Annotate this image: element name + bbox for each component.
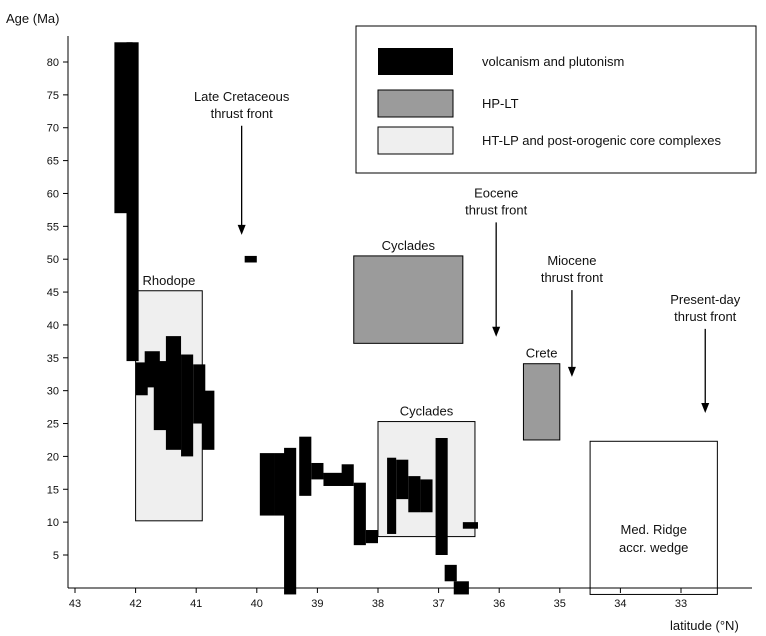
x-tick-label: 35: [554, 598, 566, 610]
x-tick-label: 43: [69, 598, 81, 610]
thrust-front-label: Eocene: [474, 185, 518, 200]
volcanism-bar: [165, 336, 182, 450]
x-tick-label: 42: [129, 598, 141, 610]
thrust-front-arrow-head: [492, 326, 501, 337]
thrust-front-label: thrust front: [541, 270, 604, 285]
region-box: [353, 255, 464, 344]
thrust-fronts-layer: Late Cretaceous thrust front Eocene thrust …: [194, 89, 741, 414]
axes-layer: 5 10 15 20 25 30 35 40 45 50 55 60 65 70 75 80 43 42 41 40 3…: [47, 36, 752, 610]
x-tick-label: 34: [614, 598, 626, 610]
volcanism-bar: [311, 462, 324, 480]
y-tick-label: 45: [47, 287, 59, 299]
y-tick-label: 25: [47, 419, 59, 431]
volcanism-bar: [353, 482, 366, 546]
volcanism-bar: [444, 564, 457, 582]
y-tick-label: 15: [47, 484, 59, 496]
legend-label: volcanism and plutonism: [482, 54, 624, 69]
x-tick-label: 39: [311, 598, 323, 610]
legend: volcanism and plutonism HP-LT HT-LP and po…: [355, 25, 757, 174]
thrust-front-label: thrust front: [211, 106, 274, 121]
med-ridge-box: [589, 440, 718, 595]
volcanism-bar: [435, 437, 448, 555]
thrust-front-label: thrust front: [465, 202, 528, 217]
y-tick-label: 35: [47, 353, 59, 365]
med-ridge-label: accr. wedge: [619, 540, 688, 555]
y-tick-label: 50: [47, 254, 59, 266]
volcanism-bar: [244, 255, 257, 263]
legend-label: HT-LP and post-orogenic core complexes: [482, 133, 721, 148]
region-label: Cyclades: [382, 238, 436, 253]
legend-swatch-ht-lp: [377, 126, 454, 155]
y-tick-label: 80: [47, 57, 59, 69]
region-label: Cyclades: [400, 404, 454, 419]
volcanism-bar: [284, 447, 297, 595]
volcanism-bar: [387, 457, 397, 534]
x-tick-label: 36: [493, 598, 505, 610]
volcanism-bar: [323, 472, 345, 486]
x-tick-label: 40: [251, 598, 263, 610]
volcanism-bar: [341, 464, 354, 486]
thrust-front-label: Miocene: [547, 253, 596, 268]
x-axis-label: latitude (°N): [670, 618, 739, 633]
volcanism-bar: [462, 522, 478, 529]
thrust-front-arrow-head: [237, 224, 246, 235]
med-ridge-label: Med. Ridge: [620, 522, 686, 537]
legend-label: HP-LT: [482, 96, 519, 111]
y-tick-label: 5: [53, 550, 59, 562]
y-axis-label: Age (Ma): [6, 11, 59, 26]
legend-swatch-volcanism: [378, 48, 453, 75]
y-tick-label: 75: [47, 90, 59, 102]
region-box: [522, 363, 561, 441]
y-tick-label: 30: [47, 386, 59, 398]
med-ridge-layer: Med. Ridge accr. wedge: [589, 440, 718, 595]
volcanism-bar: [259, 453, 275, 516]
volcanism-bar: [396, 459, 409, 500]
thrust-front-arrow-head: [567, 366, 576, 377]
x-tick-label: 37: [432, 598, 444, 610]
y-tick-label: 20: [47, 451, 59, 463]
volcanism-bar: [202, 390, 215, 450]
y-tick-label: 70: [47, 123, 59, 135]
region-label: Crete: [526, 346, 558, 361]
volcanism-bar: [126, 42, 139, 362]
volcanism-bar: [365, 530, 378, 544]
thrust-front-arrow-head: [701, 403, 710, 414]
thrust-front-label: thrust front: [674, 309, 737, 324]
y-tick-label: 40: [47, 320, 59, 332]
legend-swatch-hp-lt: [377, 89, 454, 118]
thrust-front-label: Late Cretaceous: [194, 89, 290, 104]
volcanism-bar: [408, 476, 421, 513]
volcanism-bar: [299, 436, 312, 496]
volcanism-bar: [181, 354, 194, 457]
y-tick-label: 10: [47, 517, 59, 529]
y-tick-label: 65: [47, 156, 59, 168]
thrust-front-label: Present-day: [670, 292, 741, 307]
region-label: Rhodope: [143, 273, 196, 288]
x-tick-label: 33: [675, 598, 687, 610]
y-tick-label: 55: [47, 221, 59, 233]
x-tick-label: 41: [190, 598, 202, 610]
y-tick-label: 60: [47, 188, 59, 200]
volcanism-bar: [420, 479, 433, 513]
x-tick-label: 38: [372, 598, 384, 610]
volcanism-bars-layer: [114, 42, 478, 595]
